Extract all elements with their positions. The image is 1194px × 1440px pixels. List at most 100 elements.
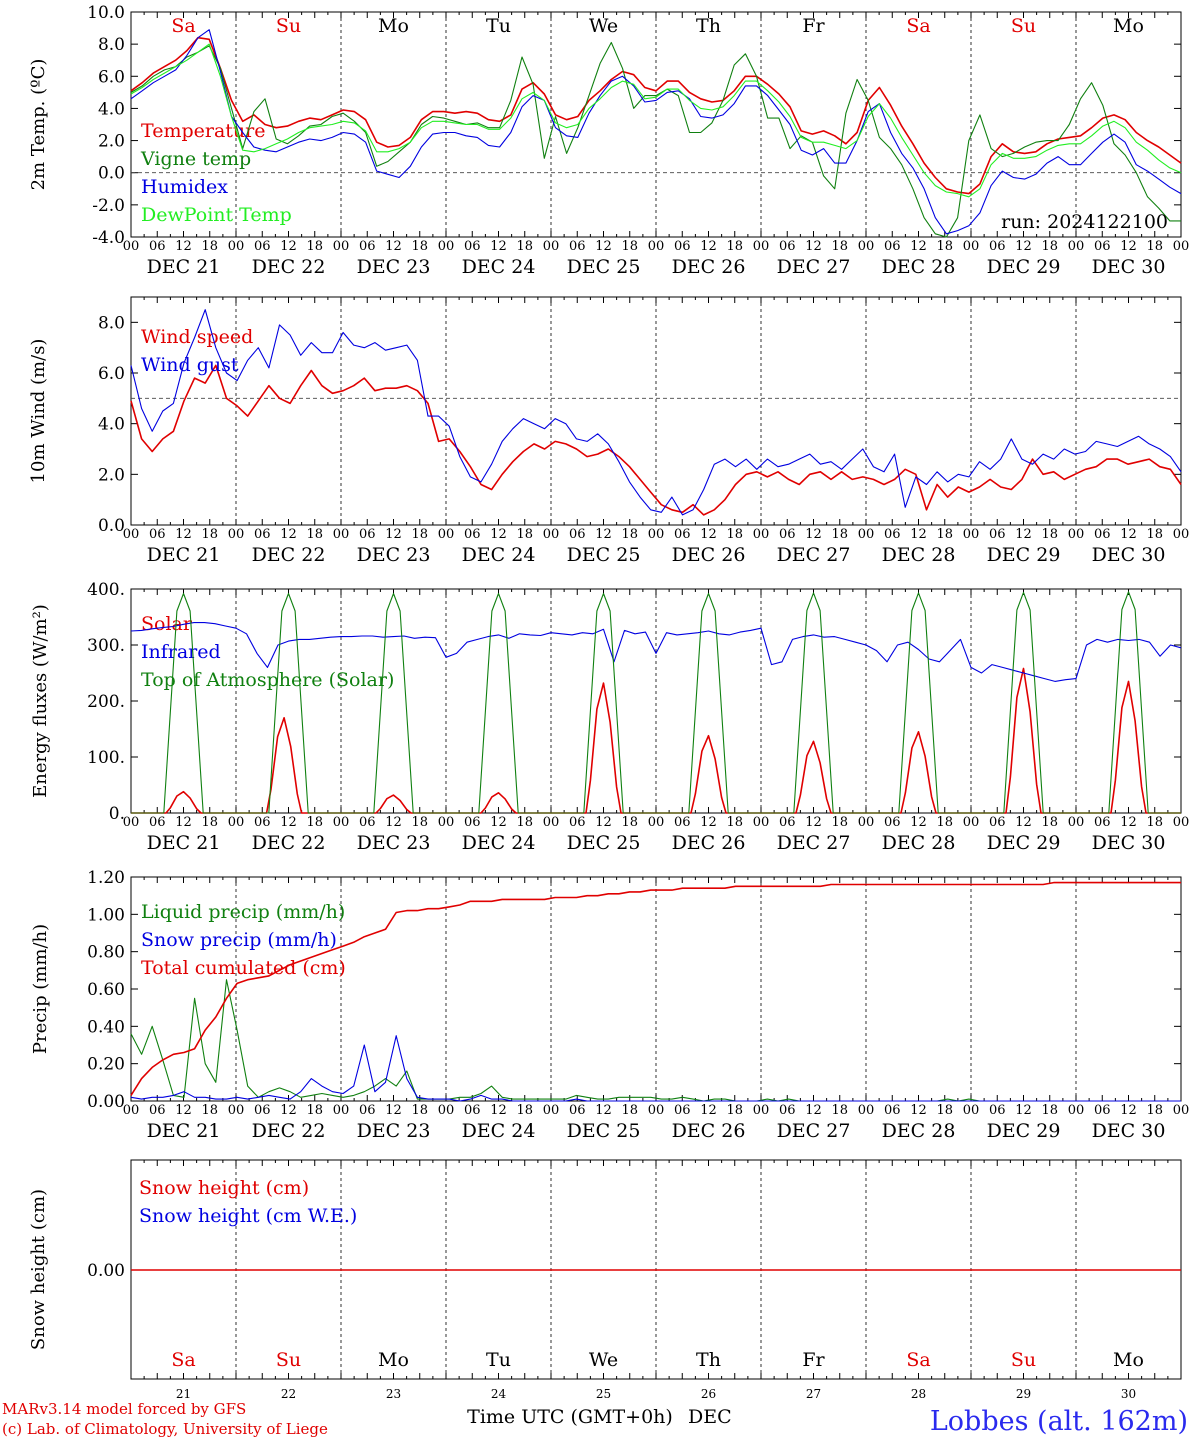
y-tick-label: -4.0 [92, 228, 125, 248]
hour-tick-label: 18 [726, 1103, 743, 1118]
y-tick-label: 200. [87, 692, 125, 712]
day-number-label: 23 [386, 1387, 401, 1401]
hour-tick-label: 06 [359, 239, 376, 254]
hour-tick-label: 18 [1146, 239, 1163, 254]
day-number-label: 25 [596, 1387, 611, 1401]
date-label: DEC 28 [882, 1120, 956, 1142]
hour-tick-label: 06 [569, 239, 586, 254]
hour-tick-label: 00 [963, 239, 980, 254]
y-tick-label: 0.00 [87, 1261, 125, 1281]
date-label: DEC 24 [462, 1120, 536, 1142]
date-label: DEC 21 [147, 544, 221, 566]
hour-tick-label: 12 [595, 815, 612, 830]
hour-tick-label: 00 [1173, 1103, 1190, 1118]
date-label: DEC 22 [252, 832, 326, 854]
hour-tick-label: 00 [963, 1103, 980, 1118]
hour-tick-label: 12 [175, 815, 192, 830]
y-tick-label: 8.0 [98, 313, 125, 333]
y-tick-label: 0.00 [87, 1092, 125, 1112]
hour-tick-label: 00 [228, 1103, 245, 1118]
hour-tick-label: 18 [621, 239, 638, 254]
hour-tick-label: 00 [228, 815, 245, 830]
weekday-label: Th [696, 15, 721, 37]
weekday-label: Su [276, 15, 301, 37]
hour-tick-label: 18 [936, 1103, 953, 1118]
weekday-label: Su [1011, 1349, 1036, 1371]
hour-tick-label: 18 [516, 1103, 533, 1118]
hour-tick-label: 06 [569, 815, 586, 830]
date-label: DEC 25 [567, 1120, 641, 1142]
hour-tick-label: 00 [543, 815, 560, 830]
hour-tick-label: 00 [648, 815, 665, 830]
hour-tick-label: 12 [1015, 1103, 1032, 1118]
legend-entry: Infrared [141, 641, 221, 663]
hour-tick-label: 06 [569, 527, 586, 542]
hour-tick-label: 18 [726, 815, 743, 830]
hour-tick-label: 12 [595, 239, 612, 254]
hour-tick-label: 06 [149, 239, 166, 254]
hour-tick-label: 06 [359, 527, 376, 542]
y-axis-label: Snow height (cm) [28, 1189, 49, 1350]
date-label: DEC 28 [882, 544, 956, 566]
panel-4: 0.00 0.20 0.40 0.60 0.80 1.00 1.20 Precip (mm/h… [30, 868, 1189, 1142]
hour-tick-label: 12 [175, 527, 192, 542]
hour-tick-label: 12 [175, 1103, 192, 1118]
y-tick-label: 0.0 [98, 164, 125, 184]
day-number-label: 30 [1121, 1387, 1136, 1401]
hour-tick-label: 00 [963, 527, 980, 542]
date-label: DEC 28 [882, 832, 956, 854]
date-label: DEC 26 [672, 256, 746, 278]
hour-tick-label: 18 [306, 815, 323, 830]
hour-tick-label: 18 [936, 815, 953, 830]
hour-tick-label: 06 [149, 1103, 166, 1118]
hour-tick-label: 12 [280, 239, 297, 254]
hour-tick-label: 18 [1146, 815, 1163, 830]
hour-tick-label: 06 [464, 815, 481, 830]
hour-tick-label: 12 [700, 239, 717, 254]
hour-tick-label: 00 [333, 1103, 350, 1118]
hour-tick-label: 12 [1120, 815, 1137, 830]
y-tick-label: 6.0 [98, 67, 125, 87]
hour-tick-label: 18 [936, 527, 953, 542]
hour-tick-label: 06 [149, 527, 166, 542]
hour-tick-label: 00 [648, 527, 665, 542]
date-label: DEC 21 [147, 1120, 221, 1142]
series-line [130, 309, 1182, 516]
hour-tick-label: 12 [805, 815, 822, 830]
day-number-label: 21 [176, 1387, 191, 1401]
hour-tick-label: 18 [306, 527, 323, 542]
hour-tick-label: 18 [936, 239, 953, 254]
hour-tick-label: 12 [385, 1103, 402, 1118]
date-label: DEC 24 [462, 256, 536, 278]
hour-tick-label: 12 [385, 815, 402, 830]
hour-tick-label: 00 [1068, 1103, 1085, 1118]
hour-tick-label: 12 [805, 239, 822, 254]
hour-tick-label: 00 [1068, 815, 1085, 830]
weekday-label: Su [276, 1349, 301, 1371]
hour-tick-label: 18 [1041, 527, 1058, 542]
day-number-label: 24 [491, 1387, 507, 1401]
hour-tick-label: 18 [621, 527, 638, 542]
y-tick-label: 0.40 [87, 1017, 125, 1037]
x-axis-label: Time UTC (GMT+0h) [467, 1406, 673, 1428]
date-label: DEC 27 [777, 1120, 851, 1142]
hour-tick-label: 06 [254, 239, 271, 254]
date-label: DEC 30 [1092, 1120, 1166, 1142]
hour-tick-label: 12 [490, 527, 507, 542]
hour-tick-label: 18 [516, 815, 533, 830]
hour-tick-label: 18 [516, 239, 533, 254]
weekday-label: Th [696, 1349, 721, 1371]
hour-tick-label: 18 [831, 815, 848, 830]
hour-tick-label: 06 [149, 815, 166, 830]
y-tick-label: -2.0 [92, 196, 125, 216]
legend-entry: Snow height (cm) [139, 1177, 309, 1199]
hour-tick-label: 12 [910, 239, 927, 254]
panel-2: 0.0 2.0 4.0 6.0 8.0 10m Wind (m/s) Wind speed W… [28, 296, 1190, 566]
series-line [130, 881, 1181, 1096]
hour-tick-label: 06 [1094, 239, 1111, 254]
hour-tick-label: 00 [1173, 527, 1190, 542]
hour-tick-label: 12 [805, 1103, 822, 1118]
hour-tick-label: 00 [753, 239, 770, 254]
hour-tick-label: 12 [700, 815, 717, 830]
hour-tick-label: 00 [438, 527, 455, 542]
